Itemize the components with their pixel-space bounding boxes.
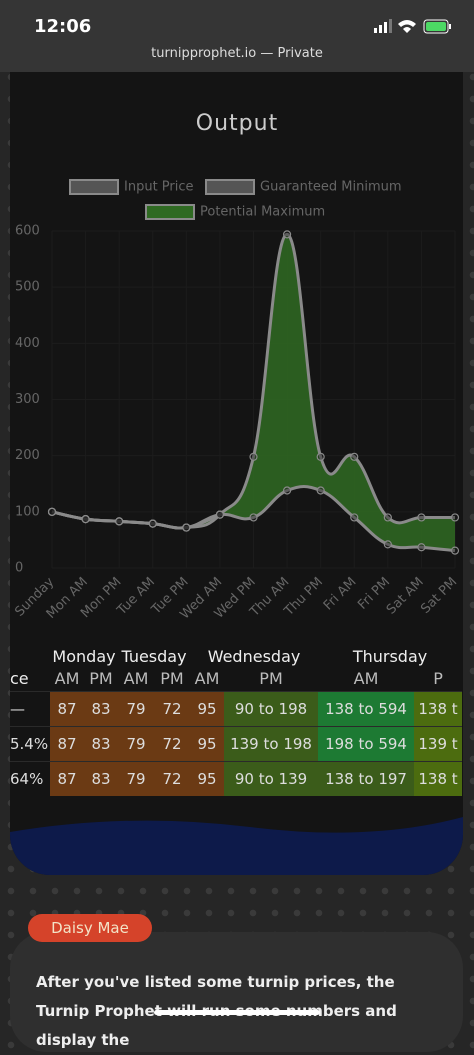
data-point xyxy=(47,507,57,516)
data-point xyxy=(450,546,460,555)
period-row: ce AM PM AM PM AM PM AM P xyxy=(10,667,462,691)
price-cell: 79 xyxy=(118,690,155,726)
price-cell: 138 t xyxy=(414,690,463,726)
status-icons xyxy=(374,19,451,34)
x-tick-label: Sat PM xyxy=(418,575,460,617)
data-point xyxy=(450,513,460,522)
period-header: AM xyxy=(123,669,149,689)
x-tick-label: Sat AM xyxy=(384,575,427,618)
day-header: Thursday xyxy=(352,646,428,666)
data-point xyxy=(182,523,191,532)
legend-label: Input Price xyxy=(124,180,194,195)
period-header: AM xyxy=(54,669,80,689)
url-bar[interactable]: turnipprophet.io — Private xyxy=(151,46,323,61)
wave-decoration xyxy=(10,817,463,875)
series-line xyxy=(51,232,455,530)
data-point xyxy=(417,543,426,552)
browser-bar: 12:06 turnipprophet.io — Private xyxy=(0,0,474,72)
legend-swatch xyxy=(69,179,119,195)
period-header: P xyxy=(433,669,443,689)
data-point xyxy=(417,513,426,522)
price-cell: 90 to 198 xyxy=(224,690,319,726)
row-label: 5.4% xyxy=(10,725,50,761)
data-point xyxy=(115,517,124,526)
status-time: 12:06 xyxy=(34,16,92,37)
home-indicator xyxy=(154,1010,320,1015)
price-cell: 79 xyxy=(118,760,155,796)
data-point xyxy=(282,486,292,495)
price-cell: 198 to 594 xyxy=(318,725,415,761)
data-point xyxy=(81,515,90,524)
chart-title: Output xyxy=(196,111,278,136)
table-row: —87 83 79 72 95 90 to 198 138 to 594 138 t xyxy=(10,690,463,726)
y-tick-label: 300 xyxy=(15,392,40,407)
badge: Daisy Mae xyxy=(28,914,152,942)
period-header: PM xyxy=(160,669,184,689)
data-point xyxy=(249,513,258,522)
day-header: Monday xyxy=(52,646,116,666)
period-header: AM xyxy=(194,669,220,689)
y-tick-label: 200 xyxy=(15,448,40,463)
y-tick-label: 500 xyxy=(15,280,40,295)
price-cell: 79 xyxy=(118,725,155,761)
price-cell: 83 xyxy=(84,760,119,796)
x-tick-label: Tue AM xyxy=(114,575,158,619)
price-cell: 138 to 197 xyxy=(318,760,415,796)
price-cell: 138 t xyxy=(414,760,463,796)
y-tick-label: 100 xyxy=(15,504,40,519)
header-label: ce xyxy=(10,669,29,689)
row-label: 64% xyxy=(10,760,50,796)
legend-swatch xyxy=(205,179,255,195)
price-cell: 95 xyxy=(190,725,225,761)
table-row: 64% 87 83 79 72 95 90 to 139 138 to 197 138 t xyxy=(10,760,463,796)
period-header: AM xyxy=(353,669,379,689)
price-cell: 87 xyxy=(50,725,84,761)
period-header: PM xyxy=(259,669,283,689)
price-cell: 139 t xyxy=(414,725,463,761)
legend-label: Guaranteed Minimum xyxy=(260,180,402,195)
day-header: Wednesday xyxy=(207,646,301,666)
legend-swatch xyxy=(145,204,195,220)
data-point xyxy=(316,486,325,495)
y-tick-label: 600 xyxy=(15,224,40,239)
price-cell: 87 xyxy=(50,760,84,796)
data-point xyxy=(282,230,292,239)
legend-label: Potential Maximum xyxy=(200,205,325,220)
data-point xyxy=(249,452,258,461)
period-header: PM xyxy=(89,669,113,689)
data-point xyxy=(383,513,392,522)
data-point xyxy=(383,540,392,549)
price-cell: 72 xyxy=(154,725,191,761)
price-table: Monday Tuesday Wednesday Thursday ce AM PM AM PM… xyxy=(10,645,463,796)
range-fill xyxy=(52,234,455,551)
day-header: Tuesday xyxy=(121,646,187,666)
price-cell: 83 xyxy=(84,725,119,761)
table-row: 5.4% 87 83 79 72 95 139 to 198 198 to 594 139 t xyxy=(10,725,463,761)
row-label: — xyxy=(10,690,50,726)
price-cell: 72 xyxy=(154,690,191,726)
price-cell: 90 to 139 xyxy=(224,760,319,796)
price-cell: 87 xyxy=(50,690,84,726)
data-point xyxy=(350,513,359,522)
empty-cell xyxy=(10,645,50,667)
price-cell: 95 xyxy=(190,690,225,726)
data-point xyxy=(350,452,359,461)
data-point xyxy=(148,519,157,528)
price-cell: 72 xyxy=(154,760,191,796)
x-tick-label: Fri AM xyxy=(321,575,360,614)
price-cell: 139 to 198 xyxy=(224,725,319,761)
data-point xyxy=(316,452,325,461)
price-cell: 95 xyxy=(190,760,225,796)
y-tick-label: 0 xyxy=(15,561,23,576)
price-cell: 83 xyxy=(84,690,119,726)
y-tick-label: 400 xyxy=(15,336,40,351)
chart: Output Input Price Guaranteed Minimum Pote… xyxy=(12,111,460,622)
day-row: Monday Tuesday Wednesday Thursday xyxy=(10,645,462,667)
data-point xyxy=(215,510,225,519)
price-cell: 138 to 594 xyxy=(318,690,415,726)
